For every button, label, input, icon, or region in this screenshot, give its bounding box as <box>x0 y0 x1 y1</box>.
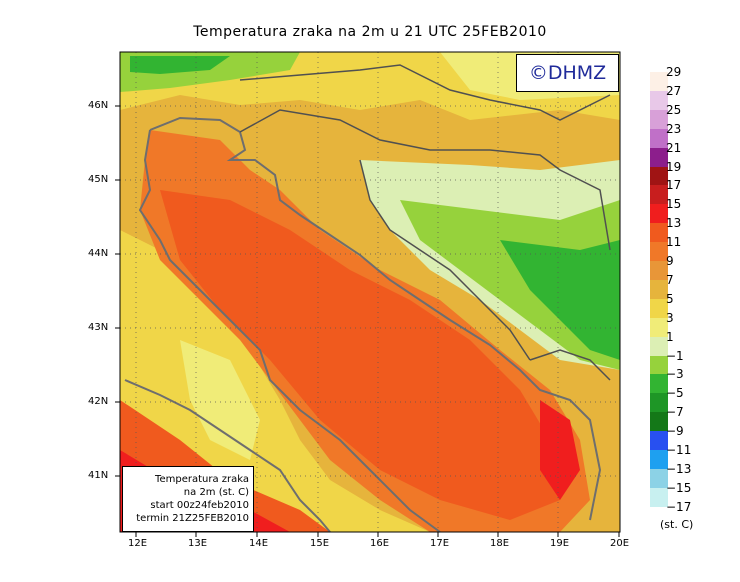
legend-label: 1 <box>666 329 674 344</box>
inland-cold-zone <box>400 200 620 370</box>
legend-swatch <box>650 109 668 129</box>
legend-label: 5 <box>666 291 674 306</box>
legend-label: 9 <box>666 254 674 268</box>
lat-label-45n: 45N <box>88 174 109 185</box>
south-adriatic-hot <box>540 400 580 500</box>
legend-label: −5 <box>666 386 684 401</box>
lat-label-41n: 41N <box>88 470 109 481</box>
legend-swatch <box>650 72 668 91</box>
adriatic-warm-core <box>160 190 560 520</box>
legend-swatch <box>650 279 668 299</box>
legend-swatch <box>650 374 668 394</box>
lon-label-15e: 15E <box>310 538 330 549</box>
lon-label-19e: 19E <box>550 538 570 549</box>
dhmz-logo: ©DHMZ <box>516 54 619 92</box>
legend-label: 25 <box>666 102 682 117</box>
legend-swatch <box>650 223 668 243</box>
lon-label-12e: 12E <box>128 538 148 549</box>
info-box: Temperatura zraka na 2m (st. C) start 00… <box>122 466 254 532</box>
legend-swatch <box>650 185 668 205</box>
legend-label: −9 <box>666 424 684 439</box>
axis-ticks <box>115 105 620 537</box>
info-line-1: Temperatura zraka <box>155 474 249 485</box>
legend-label: −1 <box>666 348 684 363</box>
info-line-4: termin 21Z25FEB2010 <box>136 513 249 524</box>
info-line-3: start 00z24feb2010 <box>150 500 249 511</box>
inland-colder-zone <box>500 240 620 360</box>
lon-label-14e: 14E <box>249 538 269 549</box>
graticule <box>120 52 620 532</box>
lon-label-13e: 13E <box>188 538 208 549</box>
lon-label-17e: 17E <box>430 538 450 549</box>
legend-label: −3 <box>666 367 684 382</box>
legend-label: −17 <box>666 499 692 514</box>
lat-label-43n: 43N <box>88 322 109 333</box>
lon-label-20e: 20E <box>610 538 630 549</box>
legend-swatch <box>650 261 668 280</box>
legend-label: 13 <box>666 216 682 231</box>
legend-swatch <box>650 468 668 488</box>
alpine-colder-zone <box>130 56 230 74</box>
legend-swatch <box>650 355 668 375</box>
legend-label: 11 <box>666 235 682 250</box>
legend-label: −13 <box>666 461 692 476</box>
lat-label-46n: 46N <box>88 100 109 111</box>
legend-label: 3 <box>666 310 674 325</box>
legend-label: 7 <box>666 272 674 287</box>
legend-label: 27 <box>666 83 682 98</box>
map-title: Temperatura zraka na 2m u 21 UTC 25FEB20… <box>193 24 547 40</box>
legend-label: 21 <box>666 140 682 155</box>
legend-swatch <box>650 450 668 469</box>
legend-label: −7 <box>666 405 684 420</box>
legend-swatch <box>650 147 668 167</box>
legend-swatch <box>650 166 668 186</box>
lat-label-42n: 42N <box>88 396 109 407</box>
apennine-cool <box>180 340 260 460</box>
legend-swatch <box>650 487 668 507</box>
lon-label-16e: 16E <box>370 538 390 549</box>
legend-label: 23 <box>666 121 682 136</box>
map-frame <box>119 51 621 533</box>
legend-swatch <box>650 431 668 451</box>
legend-swatch <box>650 317 668 337</box>
legend-units: (st. C) <box>660 518 694 531</box>
legend-swatch <box>650 393 668 413</box>
legend-label: −11 <box>666 443 692 457</box>
legend-label: 19 <box>666 159 682 174</box>
legend-label: 15 <box>666 197 682 212</box>
legend-swatch <box>650 412 668 432</box>
legend-label: 29 <box>666 65 682 79</box>
lat-label-44n: 44N <box>88 248 109 259</box>
legend-swatch <box>650 90 668 110</box>
lon-label-18e: 18E <box>490 538 510 549</box>
coastlines <box>124 116 602 533</box>
legend-label: 17 <box>666 178 682 193</box>
info-line-2: na 2m (st. C) <box>183 487 249 498</box>
legend-swatch <box>650 242 668 262</box>
legend-label: −15 <box>666 480 692 495</box>
legend-swatch <box>650 204 668 224</box>
legend-swatch <box>650 128 668 148</box>
legend-swatch <box>650 336 668 356</box>
legend-swatch <box>650 298 668 318</box>
